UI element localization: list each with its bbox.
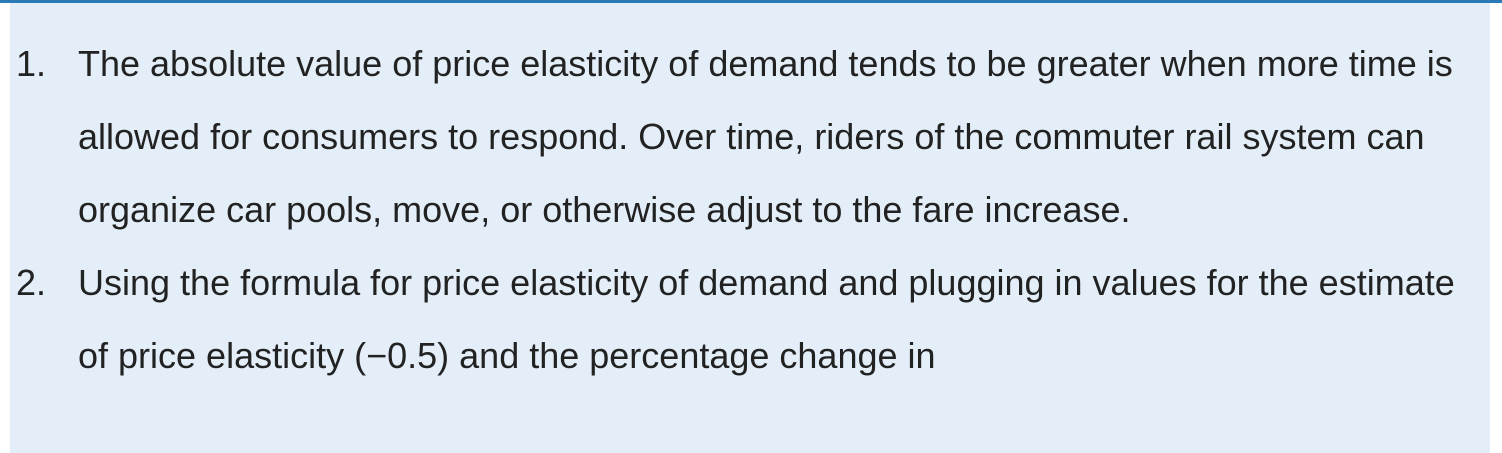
list-item: 1. The absolute value of price elasticit… [10,27,1490,246]
answer-list: 1. The absolute value of price elasticit… [10,27,1490,392]
list-item: 2. Using the formula for price elasticit… [10,246,1490,392]
item-text: The absolute value of price elasticity o… [78,43,1453,230]
item-number: 1. [16,43,47,84]
item-number: 2. [16,262,47,303]
top-border-rule [0,0,1502,3]
answer-panel: 1. The absolute value of price elasticit… [10,3,1490,453]
item-text: Using the formula for price elasticity o… [78,262,1455,376]
